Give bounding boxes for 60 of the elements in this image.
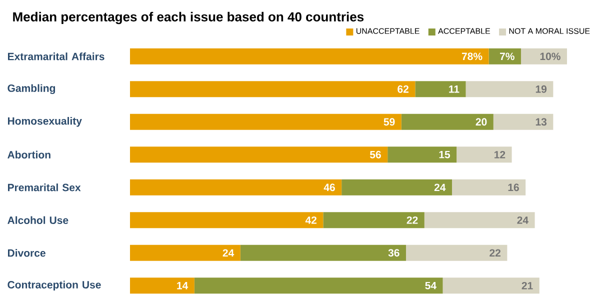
y-tick-label: Extramarital Affairs [8, 52, 104, 60]
data-label: 10% [540, 52, 560, 60]
bar [466, 81, 554, 98]
legend-label: NOT A MORAL ISSUE [509, 28, 590, 34]
data-label: 12 [494, 150, 506, 158]
y-tick-label: Premarital Sex [8, 184, 81, 192]
bar [493, 114, 554, 130]
data-label: 22 [490, 249, 500, 257]
data-label: 24 [517, 216, 528, 224]
chart-title: Median percentages of each issue based on 40 countries [13, 12, 364, 24]
bar [240, 244, 406, 261]
bar [323, 212, 424, 228]
legend-label: ACCEPTABLE [438, 28, 490, 34]
bar [130, 212, 324, 228]
data-label: 22 [406, 216, 418, 224]
bar [130, 81, 416, 98]
bar [456, 146, 512, 163]
bar [194, 278, 443, 294]
data-label: 24 [222, 249, 234, 257]
bar [415, 81, 466, 98]
bar [388, 146, 457, 163]
data-label: 62 [398, 85, 409, 93]
bar [406, 244, 508, 261]
legend-label: UNACCEPTABLE [356, 28, 420, 34]
y-tick-label: Homosexuality [8, 116, 82, 127]
data-label: 24 [434, 184, 446, 192]
data-label: 20 [476, 118, 487, 126]
data-label: 7% [500, 52, 514, 60]
data-label: 78% [462, 52, 482, 60]
bar [130, 244, 240, 261]
bar [401, 114, 494, 130]
bar [342, 179, 452, 196]
data-label: 42 [305, 216, 317, 224]
y-tick-label: Contraception Use [8, 280, 101, 291]
data-label: 14 [177, 282, 188, 290]
data-label: 54 [425, 282, 436, 290]
bar [488, 48, 521, 64]
y-tick-label: Abortion [8, 150, 50, 158]
data-label: 46 [324, 184, 335, 192]
y-tick-label: Divorce [8, 249, 46, 257]
bar [130, 278, 194, 294]
data-label: 21 [522, 282, 533, 290]
y-tick-label: Alcohol Use [8, 216, 68, 224]
bar [130, 114, 402, 130]
bar [130, 48, 489, 64]
bar [424, 212, 535, 228]
y-tick-label: Gambling [8, 84, 56, 94]
bar [130, 179, 342, 196]
data-label: 13 [536, 118, 547, 126]
data-label: 56 [370, 150, 381, 158]
data-label: 16 [508, 184, 519, 192]
data-label: 15 [439, 150, 450, 158]
data-label: 11 [449, 86, 460, 93]
bar [130, 146, 388, 163]
data-label: 36 [388, 249, 400, 257]
bar [452, 179, 526, 196]
bar [520, 48, 567, 64]
data-label: 59 [384, 118, 395, 126]
bar [442, 278, 540, 294]
data-label: 19 [536, 85, 547, 93]
